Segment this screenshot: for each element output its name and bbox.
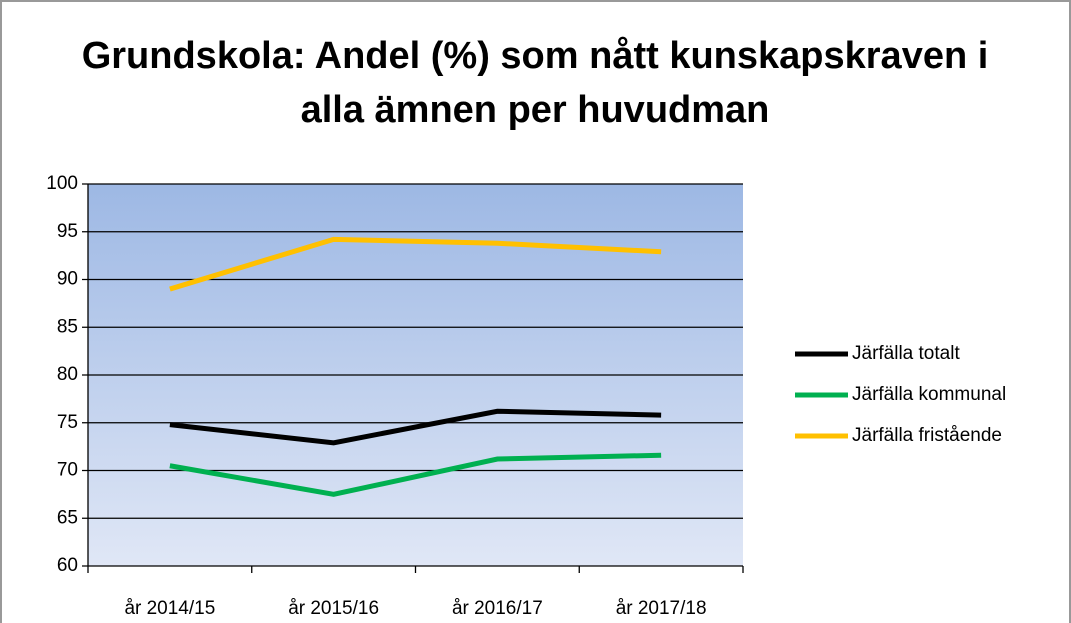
x-tick-label: år 2016/17: [452, 598, 543, 619]
y-tick-label: 90: [57, 269, 78, 290]
y-tick-label: 65: [57, 507, 78, 528]
legend-label: Järfälla kommunal: [852, 384, 1006, 405]
y-tick-label: 85: [57, 316, 78, 337]
y-tick-label: 80: [57, 364, 78, 385]
series-line: [169, 452, 662, 497]
legend-label: Järfälla fristående: [852, 425, 1002, 446]
x-tick-label: år 2014/15: [124, 598, 215, 619]
x-tick-label: år 2017/18: [616, 598, 707, 619]
chart-title: alla ämnen per huvudman: [301, 89, 770, 131]
chart-title: Grundskola: Andel (%) som nått kunskapsk…: [82, 35, 989, 77]
y-tick-label: 70: [57, 460, 78, 481]
series-line: [169, 236, 662, 292]
y-tick-label: 100: [46, 173, 78, 194]
x-tick-label: år 2015/16: [288, 598, 379, 619]
series-line: [169, 408, 662, 446]
legend-label: Järfälla totalt: [852, 343, 960, 364]
y-tick-label: 95: [57, 221, 78, 242]
y-tick-label: 75: [57, 412, 78, 433]
y-tick-label: 60: [57, 555, 78, 576]
